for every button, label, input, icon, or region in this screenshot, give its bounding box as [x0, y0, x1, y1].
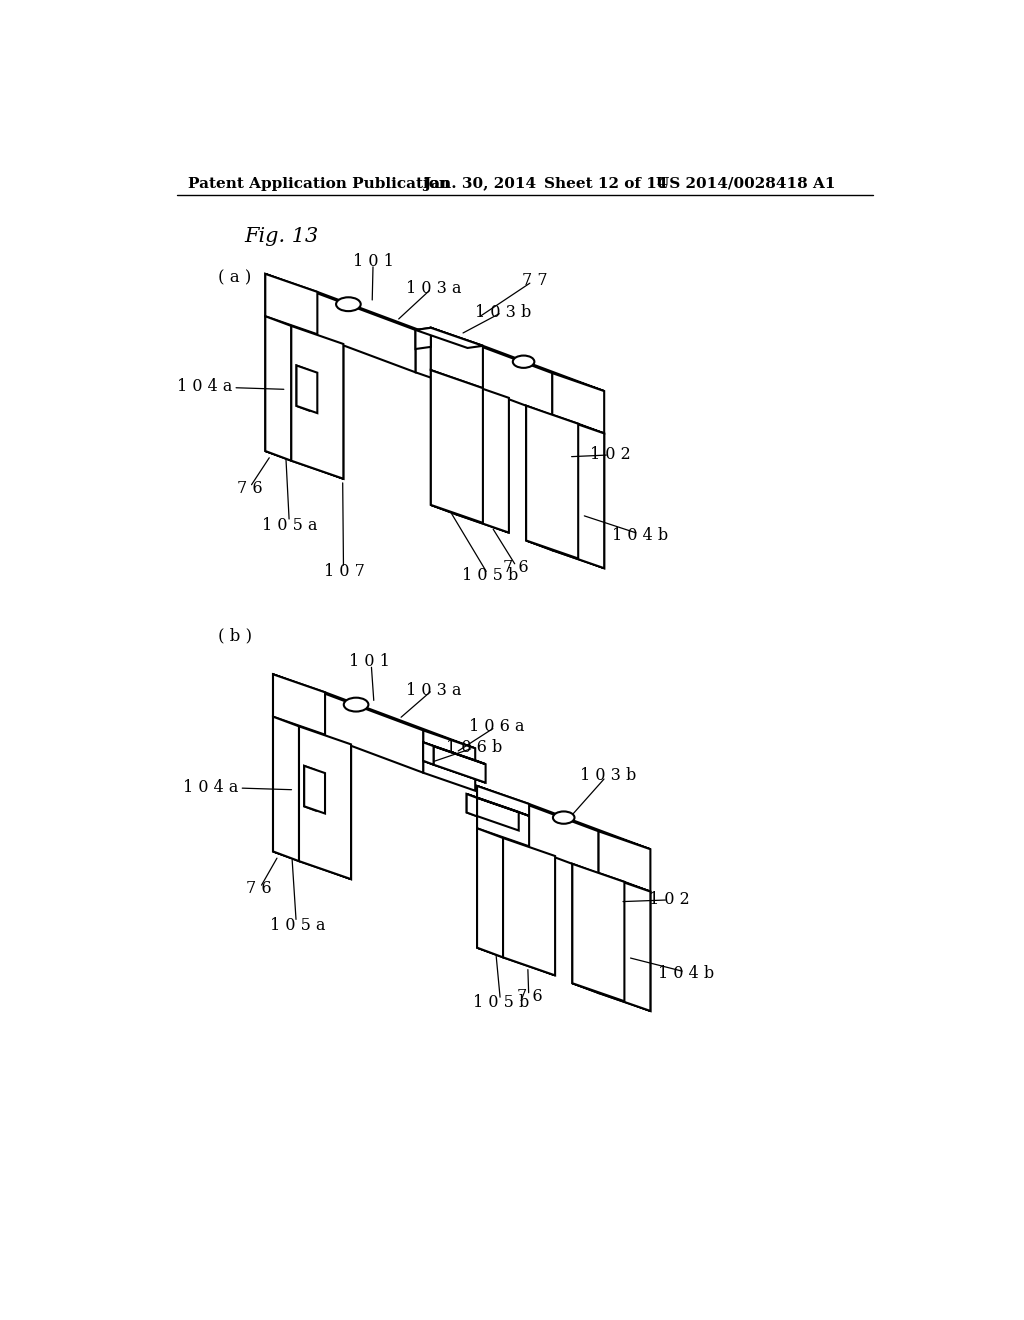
Polygon shape	[265, 275, 468, 348]
Ellipse shape	[336, 297, 360, 312]
Polygon shape	[598, 874, 650, 1011]
Text: 1 0 3 b: 1 0 3 b	[475, 304, 531, 321]
Polygon shape	[477, 829, 529, 966]
Polygon shape	[477, 785, 598, 874]
Polygon shape	[467, 795, 529, 816]
Polygon shape	[416, 327, 431, 348]
Text: ( b ): ( b )	[217, 627, 252, 644]
Polygon shape	[265, 451, 343, 479]
Polygon shape	[273, 675, 475, 748]
Polygon shape	[265, 317, 291, 461]
Text: 1 0 6 a: 1 0 6 a	[469, 718, 524, 735]
Text: 7 6: 7 6	[516, 989, 543, 1005]
Polygon shape	[265, 317, 317, 469]
Text: Jan. 30, 2014: Jan. 30, 2014	[423, 177, 537, 191]
Polygon shape	[273, 851, 351, 879]
Polygon shape	[431, 327, 552, 416]
Polygon shape	[598, 832, 650, 891]
Polygon shape	[431, 370, 483, 523]
Polygon shape	[572, 863, 598, 993]
Polygon shape	[431, 370, 457, 515]
Polygon shape	[423, 760, 485, 783]
Polygon shape	[467, 795, 519, 830]
Ellipse shape	[553, 812, 574, 824]
Ellipse shape	[344, 698, 369, 711]
Text: 1 0 4 a: 1 0 4 a	[177, 379, 232, 396]
Text: 1 0 5 a: 1 0 5 a	[262, 516, 317, 533]
Text: 1 0 5 b: 1 0 5 b	[473, 994, 529, 1011]
Text: 1 0 2: 1 0 2	[649, 891, 689, 908]
Polygon shape	[467, 795, 477, 816]
Polygon shape	[265, 275, 317, 334]
Polygon shape	[431, 327, 483, 388]
Text: 1 0 4 b: 1 0 4 b	[611, 527, 668, 544]
Polygon shape	[625, 882, 650, 1011]
Polygon shape	[579, 424, 604, 568]
Text: Sheet 12 of 14: Sheet 12 of 14	[544, 177, 668, 191]
Polygon shape	[457, 380, 509, 533]
Polygon shape	[526, 405, 552, 550]
Polygon shape	[304, 766, 315, 810]
Text: 1 0 4 a: 1 0 4 a	[183, 779, 239, 796]
Polygon shape	[317, 334, 343, 479]
Text: 1 0 1: 1 0 1	[349, 653, 390, 671]
Ellipse shape	[513, 355, 535, 368]
Polygon shape	[431, 370, 509, 397]
Polygon shape	[273, 717, 299, 861]
Polygon shape	[265, 317, 343, 345]
Text: Fig. 13: Fig. 13	[245, 227, 318, 247]
Polygon shape	[291, 326, 343, 479]
Text: 7 6: 7 6	[247, 880, 272, 898]
Polygon shape	[416, 327, 483, 348]
Polygon shape	[273, 717, 351, 744]
Polygon shape	[477, 948, 555, 975]
Polygon shape	[299, 726, 351, 879]
Text: ( a ): ( a )	[217, 269, 251, 286]
Text: US 2014/0028418 A1: US 2014/0028418 A1	[656, 177, 836, 191]
Polygon shape	[572, 863, 625, 1002]
Text: 1 0 5 b: 1 0 5 b	[462, 566, 518, 583]
Polygon shape	[526, 405, 579, 558]
Polygon shape	[297, 366, 317, 413]
Text: 1 0 4 b: 1 0 4 b	[657, 965, 714, 982]
Polygon shape	[433, 746, 485, 783]
Polygon shape	[423, 742, 433, 764]
Polygon shape	[423, 742, 485, 764]
Polygon shape	[423, 730, 475, 791]
Polygon shape	[416, 330, 468, 391]
Polygon shape	[431, 506, 509, 533]
Polygon shape	[552, 416, 604, 568]
Polygon shape	[325, 735, 351, 879]
Text: Patent Application Publication: Patent Application Publication	[188, 177, 451, 191]
Polygon shape	[477, 785, 529, 846]
Polygon shape	[477, 829, 555, 857]
Text: 1 0 1: 1 0 1	[353, 253, 394, 271]
Polygon shape	[297, 366, 309, 411]
Text: 1 0 7: 1 0 7	[324, 562, 365, 579]
Polygon shape	[572, 983, 650, 1011]
Text: 1 0 3 a: 1 0 3 a	[407, 682, 462, 698]
Polygon shape	[572, 863, 650, 891]
Text: 1 0 6 b: 1 0 6 b	[446, 739, 503, 756]
Polygon shape	[431, 327, 604, 391]
Polygon shape	[273, 675, 325, 735]
Polygon shape	[526, 405, 604, 433]
Text: 1 0 2: 1 0 2	[590, 446, 631, 463]
Polygon shape	[552, 374, 604, 433]
Text: 7 6: 7 6	[238, 480, 263, 498]
Polygon shape	[526, 540, 604, 568]
Text: 7 7: 7 7	[522, 272, 548, 289]
Polygon shape	[273, 675, 423, 772]
Text: 1 0 3 b: 1 0 3 b	[580, 767, 636, 784]
Polygon shape	[503, 838, 555, 975]
Polygon shape	[304, 766, 325, 813]
Polygon shape	[265, 275, 416, 372]
Polygon shape	[273, 717, 325, 870]
Text: 7 6: 7 6	[504, 560, 529, 576]
Text: 1 0 5 a: 1 0 5 a	[269, 917, 326, 935]
Text: 1 0 3 a: 1 0 3 a	[406, 280, 461, 297]
Polygon shape	[477, 829, 503, 957]
Polygon shape	[477, 785, 650, 849]
